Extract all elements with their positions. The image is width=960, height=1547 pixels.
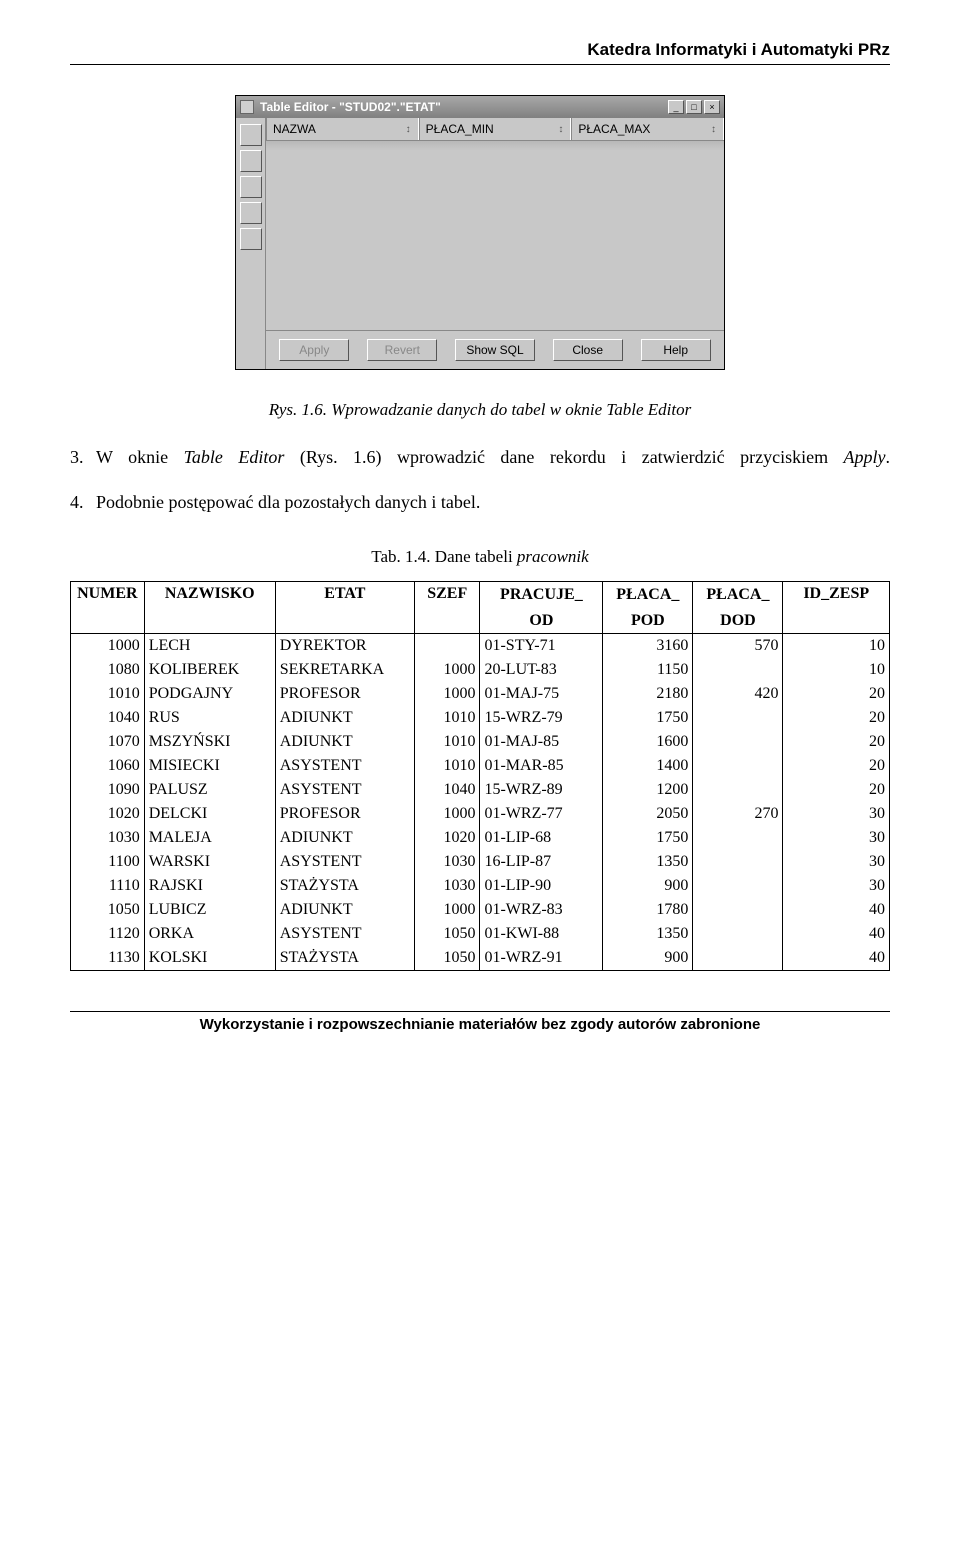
table-row: 1110RAJSKISTAŻYSTA103001-LIP-9090030 bbox=[71, 874, 890, 898]
table-row: 1060MISIECKIASYSTENT101001-MAR-85140020 bbox=[71, 754, 890, 778]
th-pracuje-2: OD bbox=[480, 609, 603, 634]
figure-caption: Rys. 1.6. Wprowadzanie danych do tabel w… bbox=[70, 400, 890, 420]
close-icon[interactable]: × bbox=[704, 100, 720, 114]
column-label: PŁACA_MAX bbox=[578, 122, 650, 136]
table-row: 1090PALUSZASYSTENT104015-WRZ-89120020 bbox=[71, 778, 890, 802]
revert-button[interactable]: Revert bbox=[367, 339, 437, 361]
tool-icon[interactable] bbox=[240, 202, 262, 224]
dialog-buttons: Apply Revert Show SQL Close Help bbox=[266, 331, 724, 369]
table-row: 1000LECHDYREKTOR01-STY-71316057010 bbox=[71, 633, 890, 658]
th-nazwisko: NAZWISKO bbox=[144, 582, 275, 634]
step-4: 4.Podobnie postępować dla pozostałych da… bbox=[70, 487, 890, 518]
step-3: 3.W oknie Table Editor (Rys. 1.6) wprowa… bbox=[70, 442, 890, 473]
column-headers: NAZWA ↕ PŁACA_MIN ↕ PŁACA_MAX ↕ bbox=[266, 118, 724, 141]
th-numer: NUMER bbox=[71, 582, 145, 634]
th-etat: ETAT bbox=[275, 582, 414, 634]
column-header[interactable]: NAZWA ↕ bbox=[266, 118, 419, 140]
sort-icon[interactable]: ↕ bbox=[711, 124, 717, 135]
sort-icon[interactable]: ↕ bbox=[406, 124, 412, 135]
column-label: PŁACA_MIN bbox=[426, 122, 494, 136]
th-placa-pod-1: PŁACA_ bbox=[603, 582, 693, 609]
table-row: 1040RUSADIUNKT101015-WRZ-79175020 bbox=[71, 706, 890, 730]
table-caption: Tab. 1.4. Dane tabeli pracownik bbox=[70, 547, 890, 567]
table-row: 1080KOLIBEREKSEKRETARKA100020-LUT-831150… bbox=[71, 658, 890, 682]
window-icon bbox=[240, 100, 254, 114]
table-row: 1120ORKAASYSTENT105001-KWI-88135040 bbox=[71, 922, 890, 946]
window-title: Table Editor - "STUD02"."ETAT" bbox=[258, 100, 441, 114]
th-placa-pod-2: POD bbox=[603, 609, 693, 634]
minimize-icon[interactable]: _ bbox=[668, 100, 684, 114]
pracownik-table: NUMER NAZWISKO ETAT SZEF PRACUJE_ PŁACA_… bbox=[70, 581, 890, 971]
th-placa-dod-1: PŁACA_ bbox=[693, 582, 783, 609]
tool-icon[interactable] bbox=[240, 176, 262, 198]
titlebar: Table Editor - "STUD02"."ETAT" _ □ × bbox=[236, 96, 724, 118]
th-placa-dod-2: DOD bbox=[693, 609, 783, 634]
tool-icon[interactable] bbox=[240, 228, 262, 250]
page-footer: Wykorzystanie i rozpowszechnianie materi… bbox=[70, 1016, 890, 1033]
close-button[interactable]: Close bbox=[553, 339, 623, 361]
table-row: 1100WARSKIASYSTENT103016-LIP-87135030 bbox=[71, 850, 890, 874]
table-row: 1030MALEJAADIUNKT102001-LIP-68175030 bbox=[71, 826, 890, 850]
apply-button[interactable]: Apply bbox=[279, 339, 349, 361]
help-button[interactable]: Help bbox=[641, 339, 711, 361]
tool-icon[interactable] bbox=[240, 150, 262, 172]
sort-icon[interactable]: ↕ bbox=[558, 124, 564, 135]
maximize-icon[interactable]: □ bbox=[686, 100, 702, 114]
table-row: 1130KOLSKISTAŻYSTA105001-WRZ-9190040 bbox=[71, 946, 890, 971]
column-header[interactable]: PŁACA_MAX ↕ bbox=[571, 118, 724, 140]
column-header[interactable]: PŁACA_MIN ↕ bbox=[419, 118, 572, 140]
header-rule bbox=[70, 64, 890, 65]
table-row: 1020DELCKIPROFESOR100001-WRZ-77205027030 bbox=[71, 802, 890, 826]
tool-icon[interactable] bbox=[240, 124, 262, 146]
table-row: 1050LUBICZADIUNKT100001-WRZ-83178040 bbox=[71, 898, 890, 922]
empty-grid[interactable] bbox=[266, 141, 724, 331]
page-header: Katedra Informatyki i Automatyki PRz bbox=[70, 40, 890, 60]
th-idzesp: ID_ZESP bbox=[783, 582, 890, 634]
column-label: NAZWA bbox=[273, 122, 316, 136]
th-szef: SZEF bbox=[414, 582, 480, 634]
table-editor-window: Table Editor - "STUD02"."ETAT" _ □ × NAZ… bbox=[235, 95, 725, 370]
show-sql-button[interactable]: Show SQL bbox=[455, 339, 534, 361]
th-pracuje-1: PRACUJE_ bbox=[480, 582, 603, 609]
table-row: 1070MSZYŃSKIADIUNKT101001-MAJ-85160020 bbox=[71, 730, 890, 754]
tool-column bbox=[236, 118, 266, 369]
footer-rule bbox=[70, 1011, 890, 1012]
table-row: 1010PODGAJNYPROFESOR100001-MAJ-752180420… bbox=[71, 682, 890, 706]
